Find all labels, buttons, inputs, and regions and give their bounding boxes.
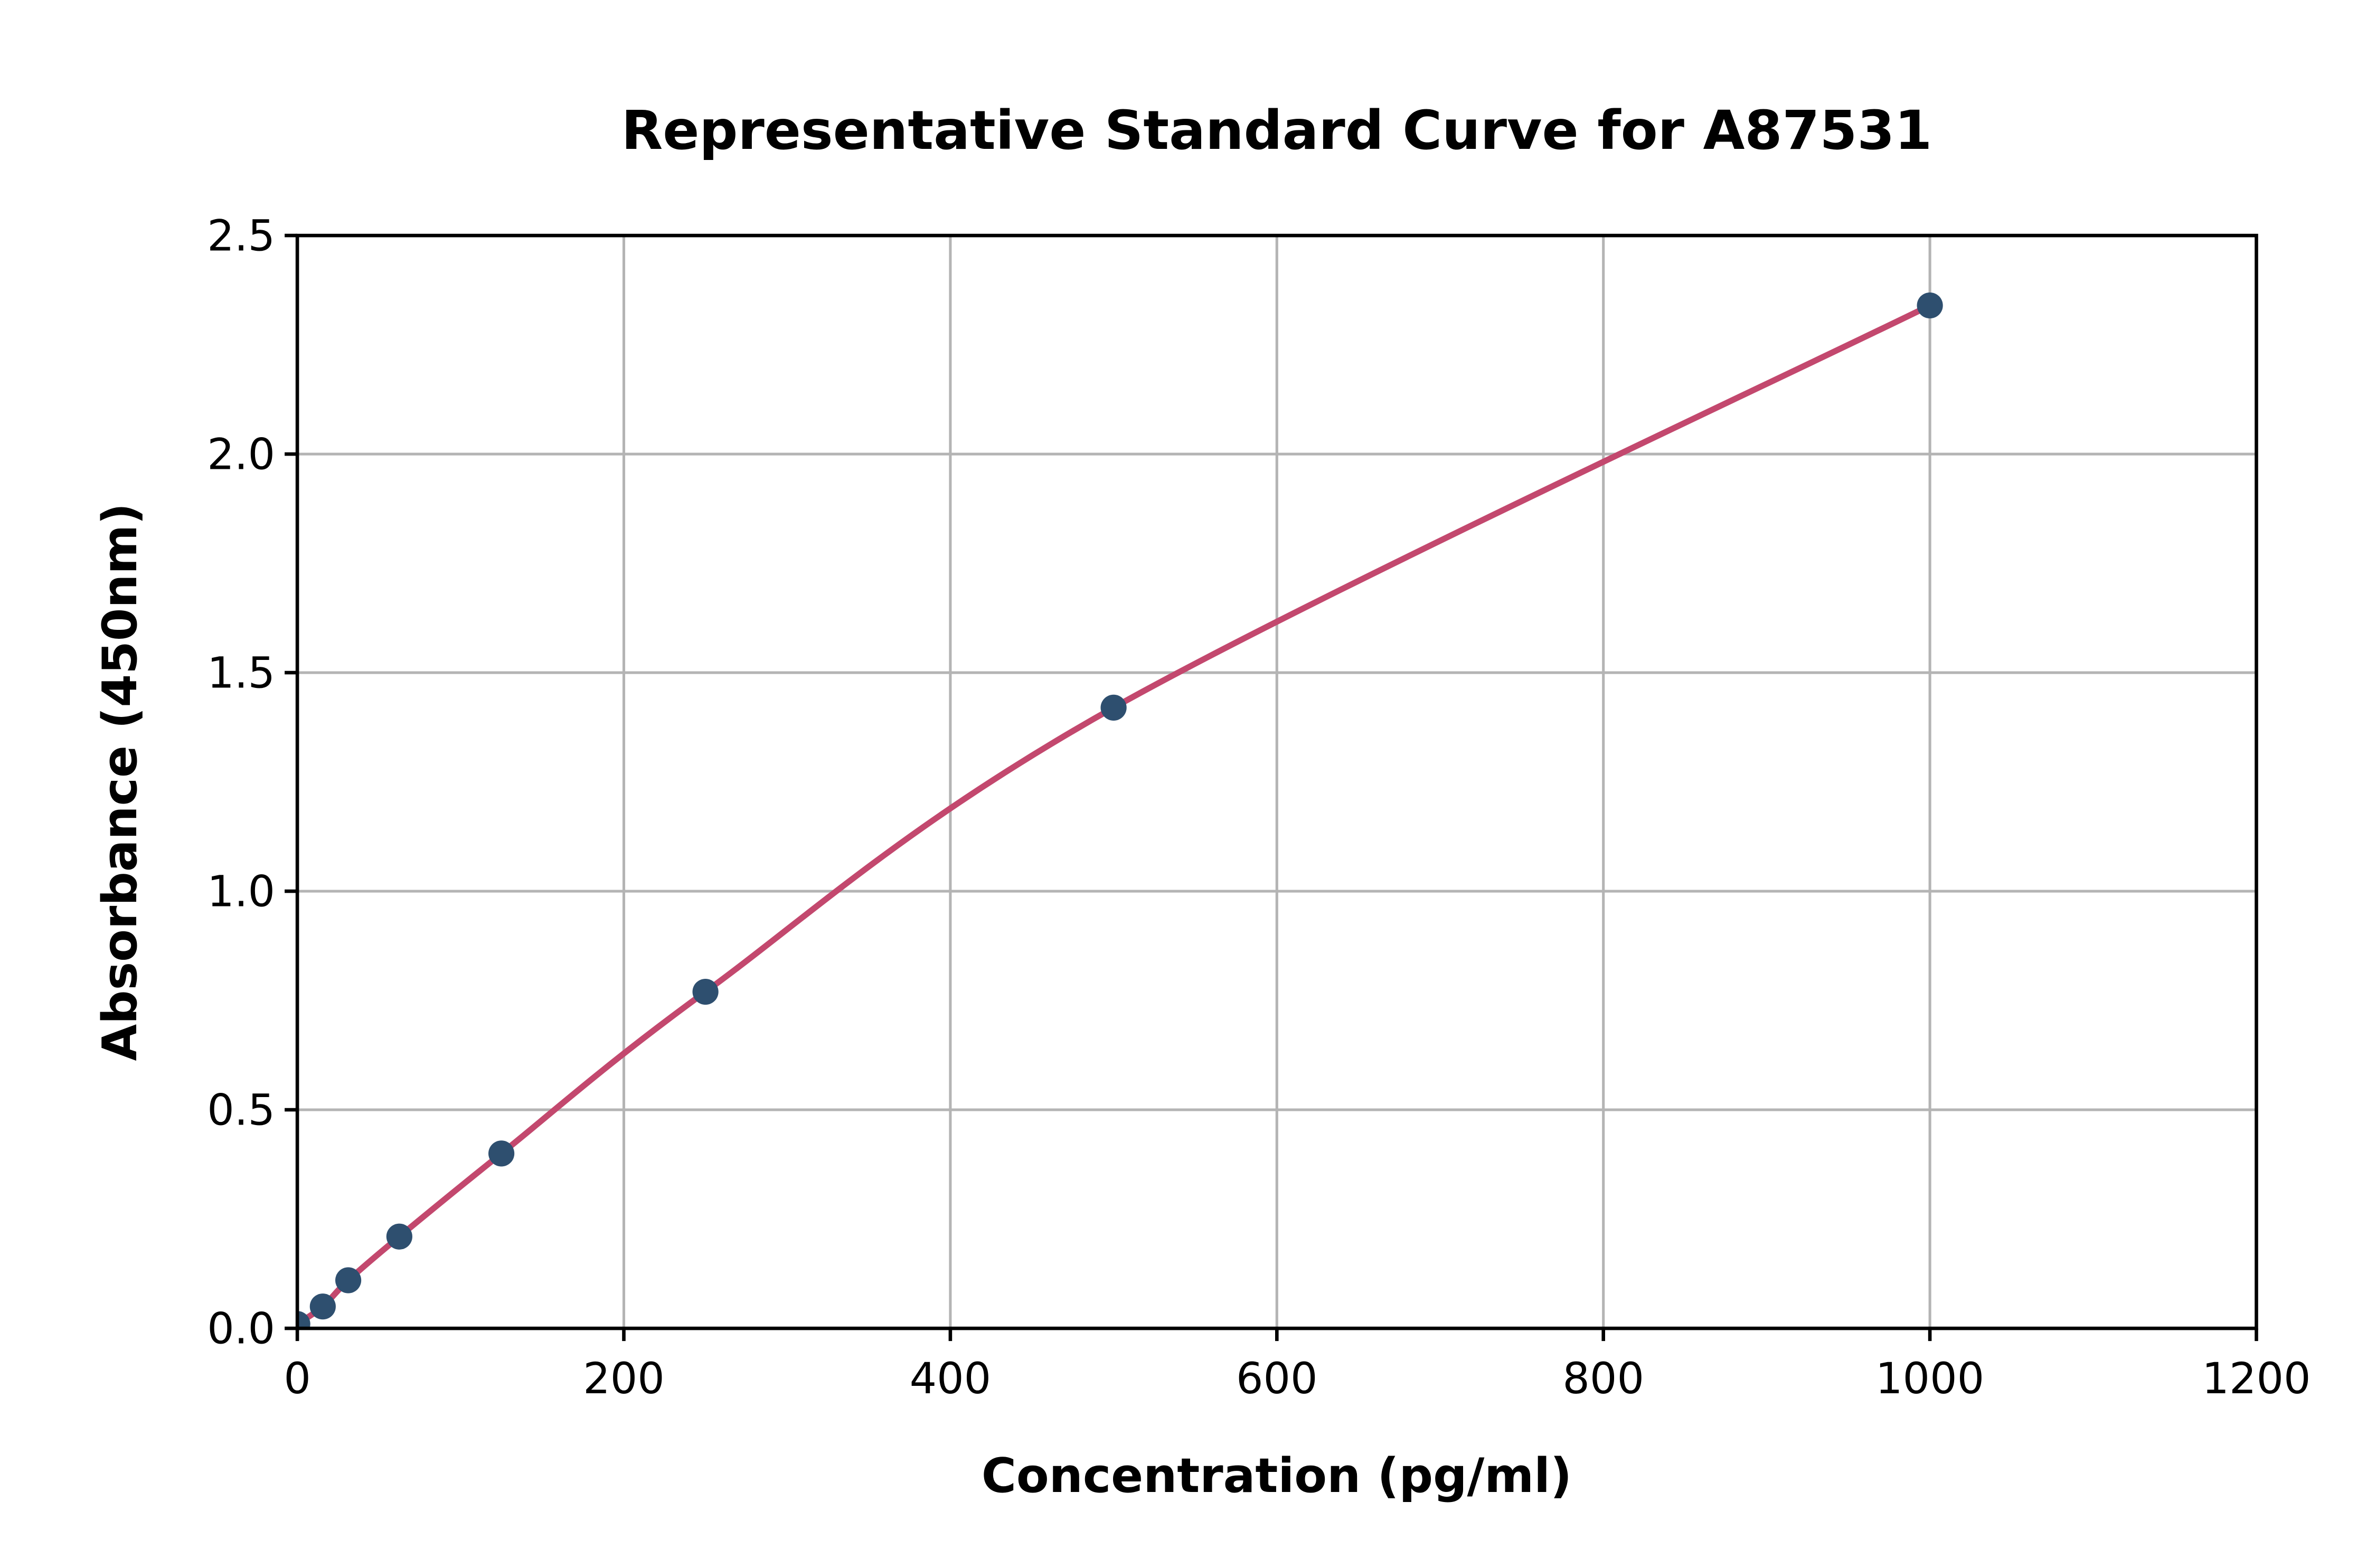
y-tick-label: 0.5: [207, 1086, 275, 1136]
x-axis: 0 200 400 600 800 1000 1200: [284, 1328, 2311, 1404]
data-point-marker: [386, 1223, 412, 1250]
x-tick-label: 1000: [1875, 1354, 1984, 1404]
y-tick-label: 0.0: [207, 1305, 275, 1354]
data-point-marker: [692, 978, 719, 1005]
x-tick-label: 0: [284, 1354, 311, 1404]
fit-curve-path: [297, 303, 1931, 1327]
gridlines: [297, 235, 2257, 1329]
data-point-marker: [335, 1267, 362, 1293]
data-point-marker: [488, 1140, 515, 1167]
y-axis: 0.0 0.5 1.0 1.5 2.0 2.5: [207, 212, 298, 1354]
y-tick-label: 2.5: [207, 212, 275, 261]
fit-curve: [297, 303, 1931, 1327]
x-tick-label: 200: [583, 1354, 665, 1404]
x-tick-label: 400: [910, 1354, 992, 1404]
data-point-marker: [1100, 694, 1127, 721]
chart-title: Representative Standard Curve for A87531: [621, 99, 1932, 162]
x-tick-label: 600: [1236, 1354, 1318, 1404]
x-tick-label: 1200: [2202, 1354, 2311, 1404]
data-point-marker: [309, 1293, 336, 1320]
data-point-marker: [297, 1311, 310, 1329]
x-axis-label: Concentration (pg/ml): [982, 1448, 1572, 1504]
y-axis-label: Absorbance (450nm): [92, 503, 148, 1061]
y-tick-label: 1.0: [207, 867, 275, 917]
y-tick-label: 1.5: [207, 649, 275, 698]
data-points: [297, 292, 1943, 1329]
data-point-marker: [1917, 292, 1943, 319]
y-tick-label: 2.0: [207, 430, 275, 480]
x-tick-label: 800: [1562, 1354, 1644, 1404]
